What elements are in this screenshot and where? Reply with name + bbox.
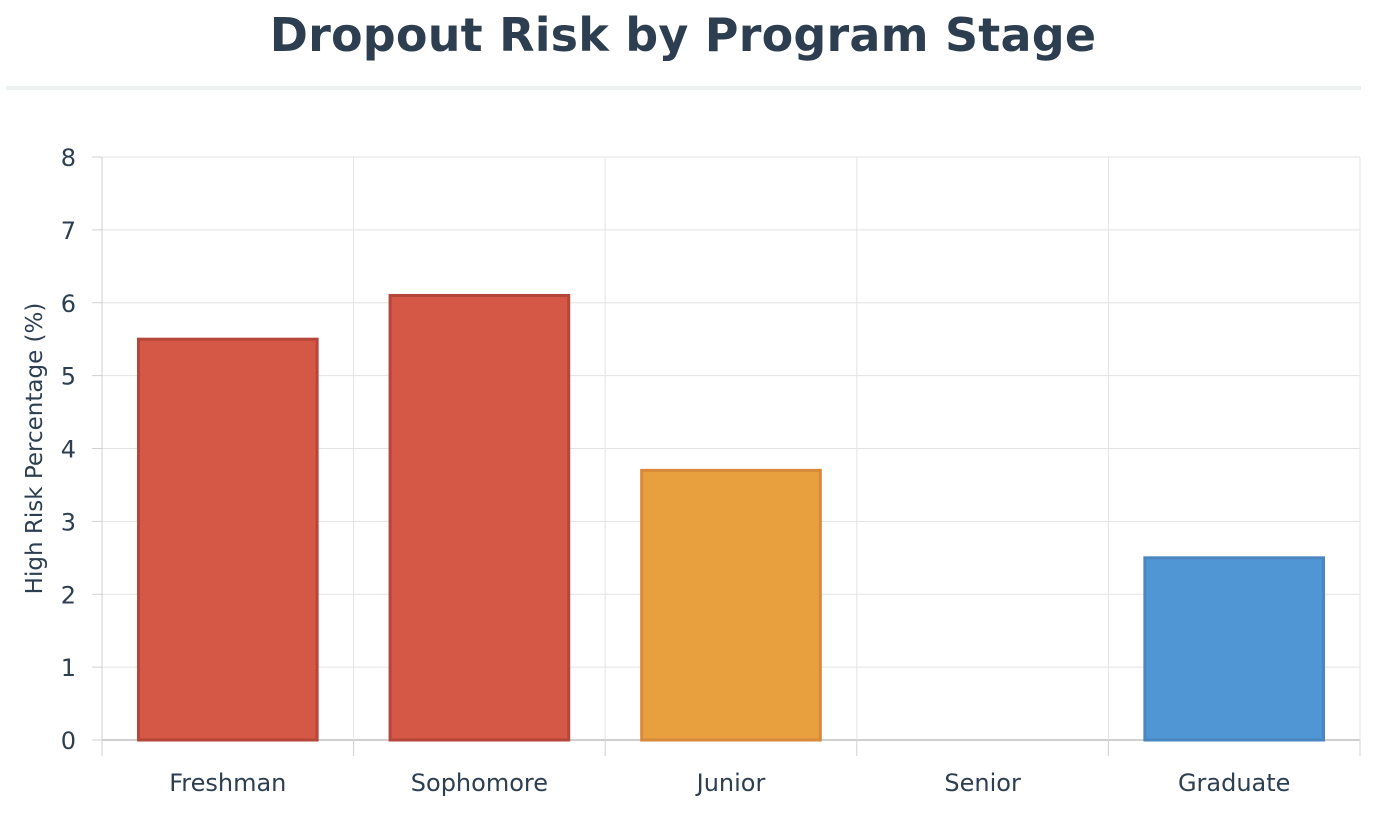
- y-tick-label: 7: [61, 217, 76, 245]
- y-tick-label: 8: [61, 144, 76, 172]
- bar-junior: [640, 468, 822, 742]
- y-tick-label: 0: [61, 727, 76, 755]
- y-tick-label: 3: [61, 508, 76, 536]
- bars-layer: [136, 293, 1326, 742]
- y-tick-label: 6: [61, 290, 76, 318]
- axis-layer: 0 1 2 3 4 5 6 7 8 Freshman Sophomore Junior Senior Gr…: [61, 144, 1361, 797]
- x-tick-label: Freshman: [169, 769, 286, 797]
- x-tick-label: Senior: [944, 769, 1021, 797]
- x-tick-label: Junior: [695, 769, 766, 797]
- y-tick-label: 2: [61, 581, 76, 609]
- x-tick-label: Sophomore: [411, 769, 548, 797]
- y-axis-label: High Risk Percentage (%): [22, 303, 48, 595]
- chart-title: Dropout Risk by Program Stage: [269, 8, 1097, 62]
- y-tick-label: 5: [61, 363, 76, 391]
- bar-freshman: [136, 337, 319, 742]
- bar-graduate: [1143, 556, 1326, 742]
- y-tick-label: 4: [61, 436, 76, 464]
- title-divider: [6, 86, 1361, 90]
- bar-sophomore: [388, 293, 571, 742]
- x-tick-label: Graduate: [1178, 769, 1291, 797]
- y-tick-label: 1: [61, 654, 76, 682]
